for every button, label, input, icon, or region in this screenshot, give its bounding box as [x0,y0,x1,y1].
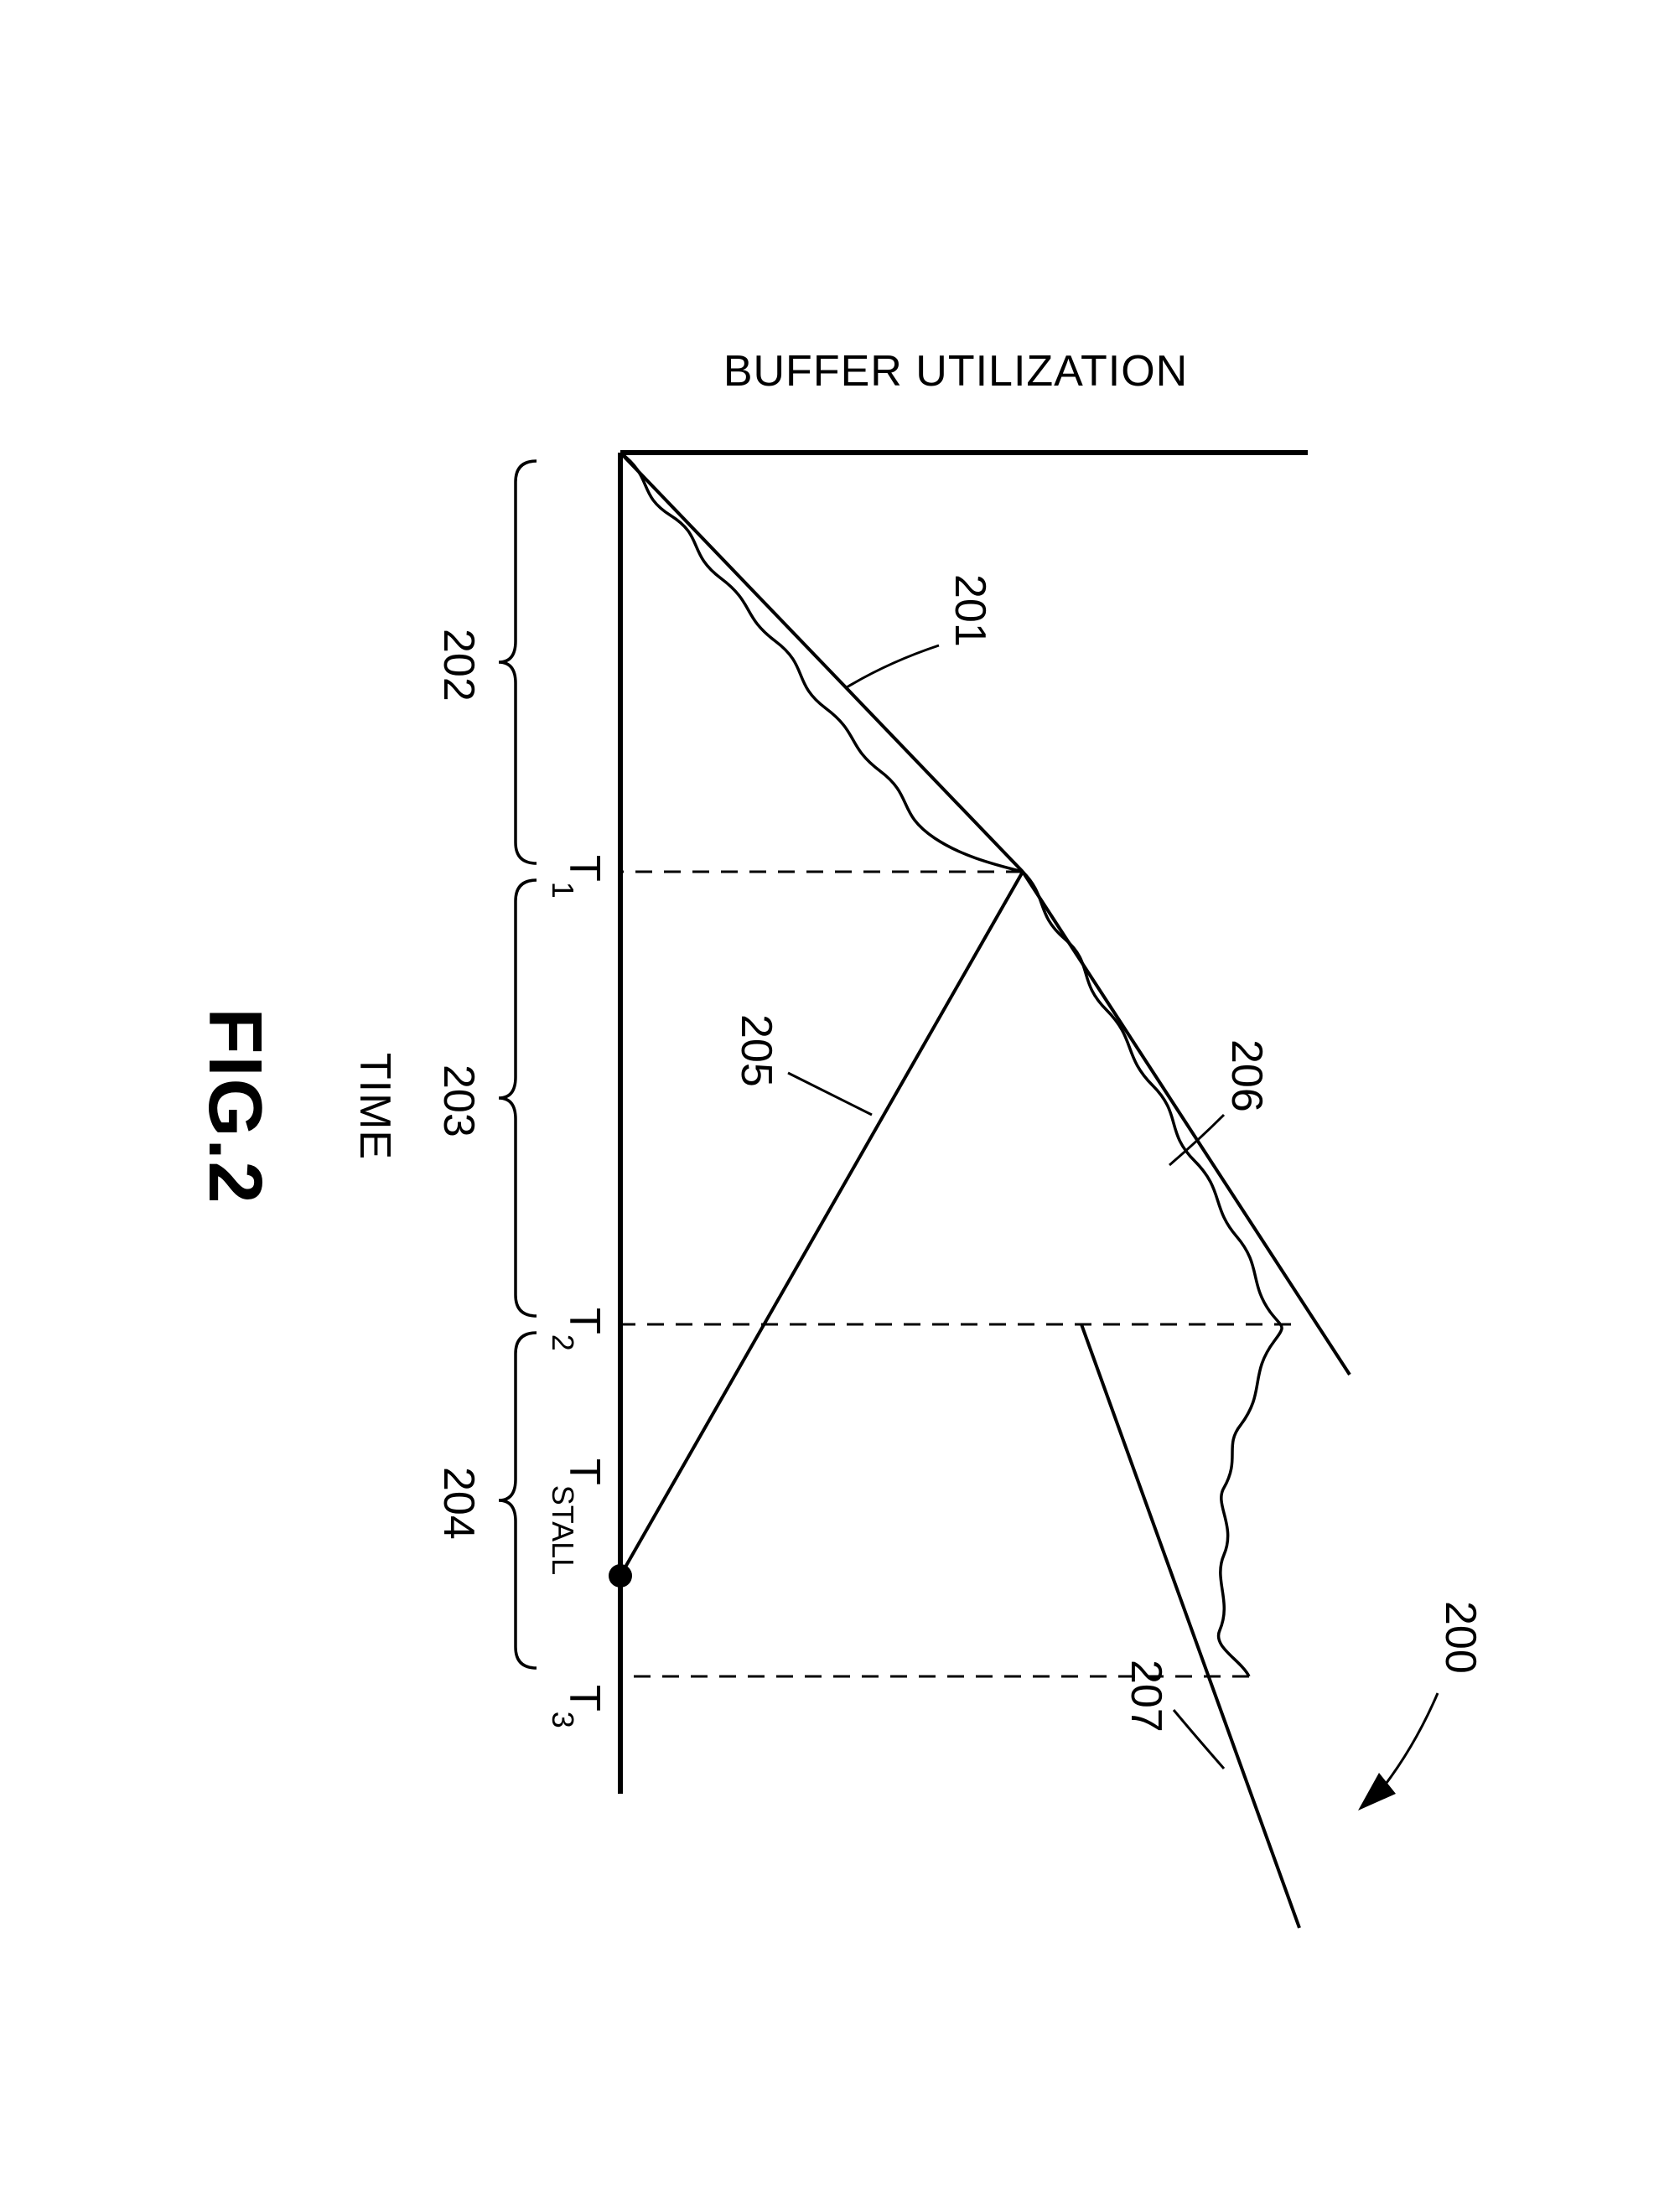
ref-label-205: 205 [732,1014,780,1087]
brace-label-203: 203 [434,1065,483,1137]
x-axis-label: TIME [350,1052,399,1159]
ref-label-206: 206 [1222,1039,1271,1112]
rotated-figure: T1 T2 TSTALL T3 202 203 204 201 205 206 … [117,184,1542,2028]
leader-207 [1174,1710,1224,1769]
brace-label-202: 202 [434,629,483,702]
trend-line-205 [620,872,1023,1576]
tick-label-tstall: TSTALL [546,1458,609,1575]
tick-label-t3: T3 [546,1685,609,1728]
brace-202 [499,461,537,863]
wavy-line-upper [1023,872,1282,1676]
trend-line-201 [620,453,1023,872]
tick-label-t1: T1 [546,855,609,899]
figure-container: T1 T2 TSTALL T3 202 203 204 201 205 206 … [0,0,1659,2212]
y-axis-label: BUFFER UTILIZATION [723,347,1187,396]
brace-label-204: 204 [434,1467,483,1540]
figure-title: FIG.2 [193,1008,277,1204]
brace-203 [499,880,537,1316]
ref-label-200: 200 [1436,1601,1485,1674]
chart-svg: T1 T2 TSTALL T3 202 203 204 201 205 206 … [117,184,1542,2028]
ref-label-201: 201 [946,574,994,647]
tick-label-t2: T2 [546,1308,609,1351]
leader-205 [788,1073,872,1115]
trend-line-207 [1081,1324,1299,1928]
brace-204 [499,1333,537,1668]
leader-201 [847,645,939,687]
ref-label-207: 207 [1122,1660,1170,1733]
stall-point [609,1564,632,1588]
